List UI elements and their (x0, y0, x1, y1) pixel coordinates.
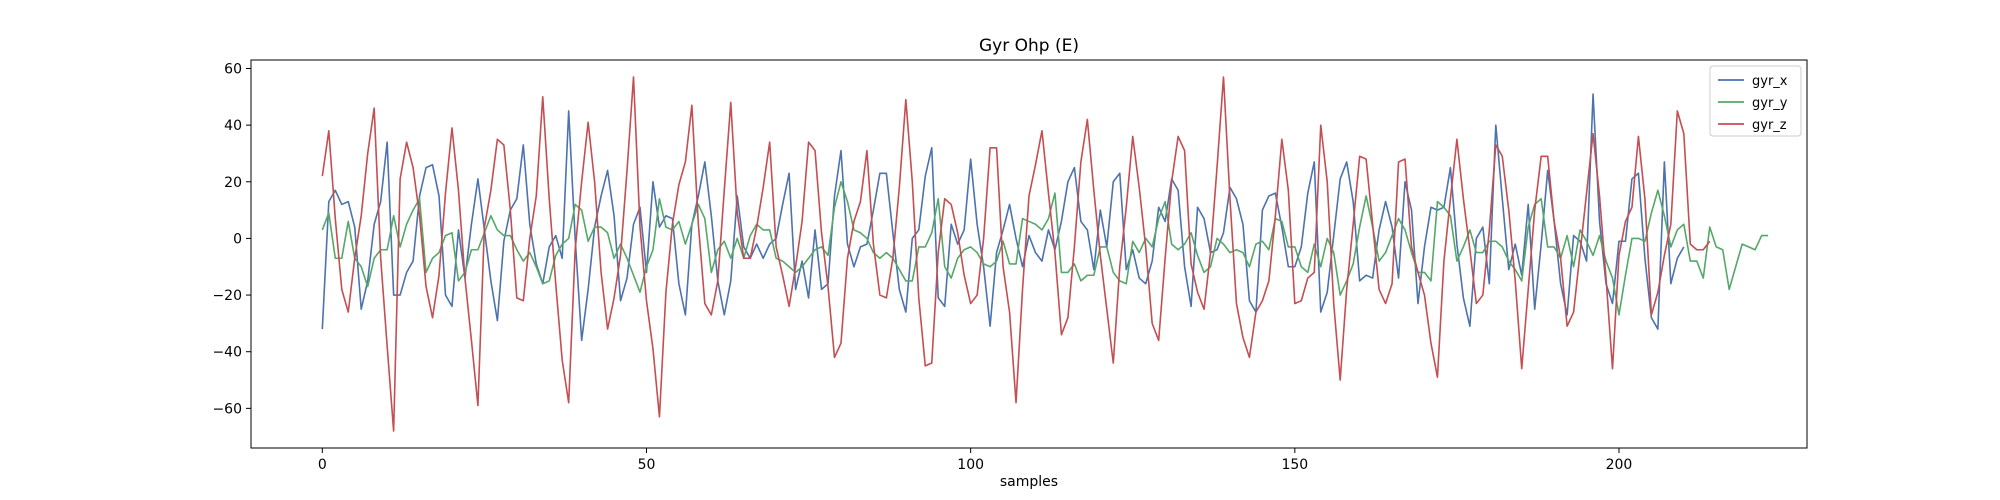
y-tick-label: 60 (224, 61, 242, 77)
legend-label-gyr-y: gyr_y (1752, 96, 1788, 111)
plot-frame (250, 59, 1808, 449)
y-axis: −60 −40 −20 0 20 40 60 (212, 61, 251, 417)
x-tick-label: 50 (638, 457, 656, 473)
series-layer (321, 76, 1769, 432)
y-tick-label: −20 (212, 288, 242, 304)
y-tick-label: −40 (212, 345, 242, 361)
y-tick-label: 40 (224, 118, 242, 134)
y-tick-label: 0 (233, 231, 242, 247)
series-line-gyr-z (321, 76, 1711, 432)
series-line-gyr-x (321, 93, 1685, 342)
y-tick-label: −60 (212, 401, 242, 417)
legend-label-gyr-x: gyr_x (1752, 74, 1788, 89)
x-tick-label: 100 (957, 457, 984, 473)
x-tick-label: 200 (1606, 457, 1633, 473)
x-tick-label: 150 (1281, 457, 1308, 473)
legend: gyr_x gyr_y gyr_z (1709, 65, 1802, 137)
x-tick-label: 0 (318, 457, 327, 473)
x-axis: 0 50 100 150 200 (318, 448, 1632, 473)
chart-title: Gyr Ohp (E) (979, 36, 1079, 56)
x-axis-label: samples (1000, 474, 1058, 490)
y-tick-label: 20 (224, 175, 242, 191)
legend-label-gyr-z: gyr_z (1752, 118, 1787, 133)
series-line-gyr-y (321, 180, 1769, 316)
legend-box (1709, 65, 1802, 137)
